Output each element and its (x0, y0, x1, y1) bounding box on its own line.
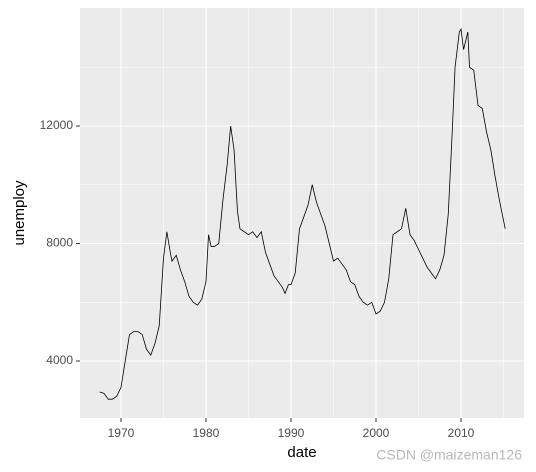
x-tick-label: 1970 (108, 426, 135, 440)
line (99, 27, 506, 400)
y-axis-label: unemploy (11, 180, 28, 246)
x-tick-label: 1980 (193, 426, 220, 440)
watermark: CSDN @maizeman126 (376, 447, 522, 463)
y-tick-label: 4000 (46, 353, 73, 367)
y-tick-label: 8000 (46, 236, 73, 250)
x-tick-label: 1990 (278, 426, 305, 440)
x-tick-label: 2010 (448, 426, 475, 440)
y-tick-label: 12000 (40, 118, 74, 132)
x-tick-label: 2000 (363, 426, 390, 440)
x-axis-label: date (287, 444, 316, 461)
panel (80, 8, 524, 418)
